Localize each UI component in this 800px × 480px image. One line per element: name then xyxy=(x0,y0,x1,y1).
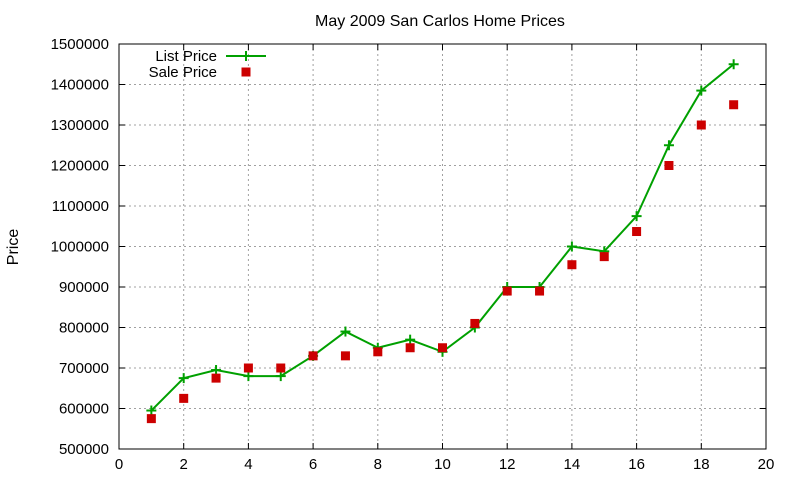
data-point xyxy=(599,252,609,262)
x-tick-label: 4 xyxy=(244,456,252,473)
data-point xyxy=(211,365,222,376)
data-point xyxy=(696,85,707,96)
y-tick-label: 900000 xyxy=(59,279,109,296)
axis-ticks: 0 2 4 6 8 10 12 14 16 18 20 500000 600000 700000 80000… xyxy=(51,36,775,473)
legend-marker xyxy=(241,67,251,77)
data-point xyxy=(179,393,189,403)
data-point xyxy=(211,373,221,383)
data-point xyxy=(243,371,254,382)
legend-marker xyxy=(241,51,251,61)
x-tick-label: 2 xyxy=(180,456,188,473)
data-point xyxy=(178,373,189,384)
y-tick-label: 600000 xyxy=(59,401,109,418)
data-point xyxy=(535,286,545,296)
data-point xyxy=(696,120,706,130)
series xyxy=(146,59,739,424)
data-point xyxy=(243,363,253,373)
x-tick-label: 6 xyxy=(309,456,317,473)
legend-label: List Price xyxy=(155,48,217,65)
data-point xyxy=(308,351,318,361)
data-point xyxy=(146,405,157,416)
data-point xyxy=(405,334,416,345)
y-tick-label: 800000 xyxy=(59,320,109,337)
x-tick-label: 20 xyxy=(758,456,775,473)
x-tick-label: 10 xyxy=(434,456,451,473)
x-tick-label: 0 xyxy=(115,456,123,473)
legend-label: Sale Price xyxy=(149,64,217,81)
data-point xyxy=(405,343,415,353)
series-line xyxy=(150,63,735,412)
data-point xyxy=(631,211,642,222)
series-list-price xyxy=(146,59,739,416)
data-point xyxy=(373,347,383,357)
data-point xyxy=(567,260,577,270)
data-point xyxy=(340,351,350,361)
data-point xyxy=(502,286,512,296)
data-point xyxy=(632,227,642,237)
y-tick-label: 1500000 xyxy=(51,36,109,53)
x-tick-label: 18 xyxy=(693,456,710,473)
chart-title: May 2009 San Carlos Home Prices xyxy=(315,13,565,30)
y-tick-label: 1400000 xyxy=(51,77,109,94)
x-tick-label: 8 xyxy=(374,456,382,473)
data-point xyxy=(340,326,351,337)
y-tick-label: 700000 xyxy=(59,360,109,377)
y-axis-label: Price xyxy=(5,229,22,266)
y-tick-label: 1300000 xyxy=(51,117,109,134)
data-point xyxy=(438,343,447,353)
data-point xyxy=(729,100,739,110)
data-point xyxy=(663,140,674,151)
data-point xyxy=(275,371,286,382)
x-tick-label: 14 xyxy=(564,456,581,473)
x-tick-label: 16 xyxy=(628,456,645,473)
data-point xyxy=(470,318,480,328)
data-point xyxy=(146,414,156,424)
grid xyxy=(119,44,766,449)
data-point xyxy=(664,161,674,170)
data-point xyxy=(728,59,739,70)
series-sale-price xyxy=(146,100,739,424)
y-tick-label: 1100000 xyxy=(52,198,109,215)
data-point xyxy=(276,363,286,373)
y-tick-label: 500000 xyxy=(59,441,109,458)
y-tick-label: 1000000 xyxy=(51,239,109,256)
y-tick-label: 1200000 xyxy=(51,158,109,175)
x-tick-label: 12 xyxy=(499,456,516,473)
data-point xyxy=(566,241,577,252)
